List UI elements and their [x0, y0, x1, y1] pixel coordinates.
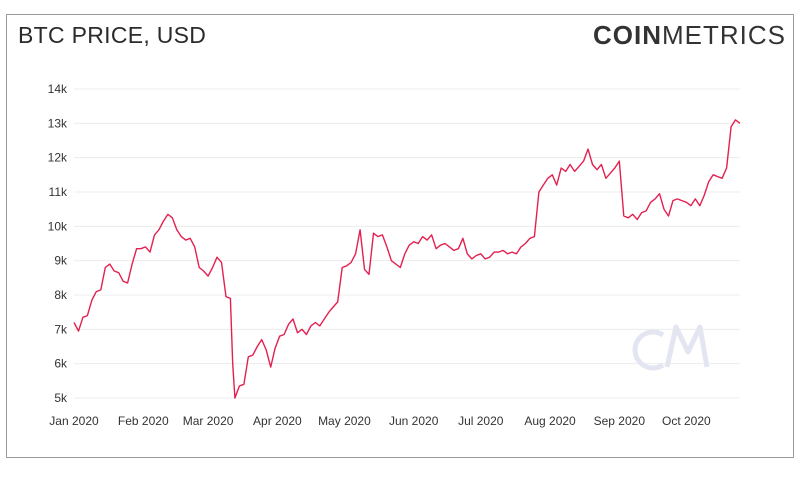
x-tick-label: Aug 2020: [524, 414, 576, 428]
x-tick-label: Jul 2020: [458, 414, 504, 428]
x-tick-label: Jun 2020: [389, 414, 439, 428]
y-tick-label: 10k: [48, 219, 68, 233]
y-tick-label: 6k: [54, 357, 68, 371]
logo-bold-text: COIN: [593, 20, 662, 50]
x-tick-label: May 2020: [318, 414, 371, 428]
y-tick-label: 8k: [54, 288, 68, 302]
chart-frame: [6, 14, 794, 458]
x-tick-label: Feb 2020: [118, 414, 169, 428]
y-tick-label: 9k: [54, 254, 68, 268]
cm-watermark-icon: [632, 324, 710, 371]
x-tick-label: Apr 2020: [253, 414, 302, 428]
x-tick-label: Mar 2020: [183, 414, 234, 428]
chart-title: BTC PRICE, USD: [18, 22, 207, 48]
x-axis-ticks: Jan 2020 Feb 2020 Mar 2020 Apr 2020 May 2020…: [49, 414, 711, 428]
y-tick-label: 14k: [48, 82, 68, 96]
y-tick-label: 5k: [54, 391, 68, 405]
y-tick-label: 11k: [49, 185, 68, 199]
y-tick-label: 7k: [54, 322, 68, 336]
grid-lines: [74, 88, 740, 399]
coinmetrics-logo: COINMETRICS: [593, 20, 786, 51]
x-tick-label: Oct 2020: [662, 414, 711, 428]
y-tick-label: 12k: [48, 151, 68, 165]
y-tick-label: 13k: [48, 116, 68, 130]
y-axis-ticks: 5k 6k 7k 8k 9k 10k 11k 12k 13k 14k: [48, 82, 68, 405]
logo-light-text: METRICS: [662, 20, 786, 50]
btc-price-line: [73, 119, 741, 399]
x-tick-label: Sep 2020: [594, 414, 646, 428]
x-tick-label: Jan 2020: [49, 414, 99, 428]
